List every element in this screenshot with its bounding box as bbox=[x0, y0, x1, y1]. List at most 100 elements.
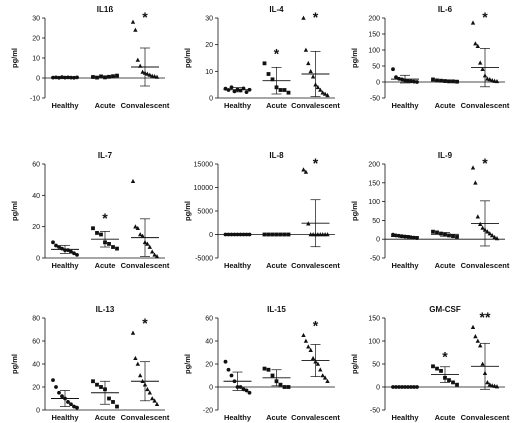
panel-il-6: IL-6 -50 0 50 100 150 200 pg/ml Healthy Acute Conv… bbox=[350, 5, 510, 110]
data-point bbox=[145, 386, 150, 392]
data-point bbox=[111, 400, 115, 404]
data-point bbox=[303, 338, 309, 343]
y-tick-label: 60 bbox=[32, 162, 40, 169]
data-point bbox=[303, 169, 309, 174]
data-point bbox=[247, 390, 252, 395]
x-tick-label-convalescent: Convalescent bbox=[121, 261, 170, 270]
data-point bbox=[147, 72, 152, 77]
chart-title: IL-6 bbox=[438, 5, 453, 14]
x-tick-label-acute: Acute bbox=[435, 413, 456, 422]
y-axis-label: pg/ml bbox=[183, 201, 192, 221]
data-point bbox=[475, 43, 480, 48]
data-point bbox=[286, 385, 291, 389]
data-point bbox=[439, 231, 443, 236]
y-tick-label: 60 bbox=[32, 339, 40, 346]
data-point bbox=[95, 382, 99, 387]
y-tick-label: 0 bbox=[36, 408, 40, 415]
x-tick-label-healthy: Healthy bbox=[51, 101, 79, 110]
data-point bbox=[133, 355, 138, 361]
data-point bbox=[447, 378, 451, 382]
series-convalescent bbox=[301, 332, 330, 384]
series-acute bbox=[91, 226, 119, 251]
series-convalescent bbox=[301, 167, 330, 248]
data-point bbox=[490, 233, 495, 238]
data-point bbox=[470, 20, 476, 25]
data-point bbox=[470, 324, 476, 329]
data-point bbox=[60, 394, 64, 399]
series-acute bbox=[91, 73, 119, 80]
data-point bbox=[140, 233, 145, 238]
data-point bbox=[470, 165, 476, 170]
y-tick-label: 10 bbox=[205, 69, 213, 76]
data-point bbox=[91, 226, 95, 231]
y-tick-label: -50 bbox=[370, 256, 380, 263]
data-point bbox=[223, 359, 228, 364]
y-tick-label: -20 bbox=[203, 408, 213, 415]
series-healthy bbox=[51, 378, 79, 410]
x-tick-label-acute: Acute bbox=[95, 261, 116, 270]
data-point bbox=[135, 57, 140, 62]
x-tick-label-acute: Acute bbox=[266, 101, 287, 110]
x-tick-label-convalescent: Convalescent bbox=[461, 413, 510, 422]
data-point bbox=[320, 373, 325, 378]
data-point bbox=[115, 73, 119, 78]
data-point bbox=[322, 91, 328, 96]
y-axis-label: pg/ml bbox=[350, 48, 359, 68]
data-point bbox=[75, 405, 79, 410]
data-point bbox=[447, 233, 451, 238]
data-point bbox=[57, 390, 61, 395]
data-point bbox=[282, 88, 287, 92]
data-point bbox=[282, 385, 287, 389]
data-point bbox=[318, 367, 323, 372]
data-point bbox=[325, 232, 330, 237]
x-tick-label-acute: Acute bbox=[266, 413, 287, 422]
x-tick-label-convalescent: Convalescent bbox=[121, 413, 170, 422]
y-tick-label: 30 bbox=[32, 16, 40, 23]
chart-title: IL-7 bbox=[98, 151, 113, 160]
x-tick-label-acute: Acute bbox=[435, 101, 456, 110]
panel-il-4: IL-4 0 10 20 30 pg/ml Healthy Acute Convalescent… bbox=[183, 5, 340, 110]
chart-title: IL-8 bbox=[269, 151, 284, 160]
data-point bbox=[431, 77, 435, 82]
significance-marker: * bbox=[442, 348, 448, 364]
y-tick-label: 50 bbox=[372, 218, 380, 225]
data-point bbox=[95, 75, 99, 80]
y-tick-label: 0 bbox=[36, 256, 40, 263]
x-tick-label-convalescent: Convalescent bbox=[121, 101, 170, 110]
data-point bbox=[229, 85, 234, 90]
y-axis-label: pg/ml bbox=[183, 48, 192, 68]
y-tick-label: 150 bbox=[368, 180, 380, 187]
data-point bbox=[130, 178, 136, 184]
data-point bbox=[475, 214, 480, 219]
data-point bbox=[431, 364, 435, 369]
data-point bbox=[435, 366, 439, 371]
data-point bbox=[232, 89, 237, 94]
data-point bbox=[480, 361, 485, 366]
data-point bbox=[325, 92, 330, 98]
y-tick-label: 15000 bbox=[194, 162, 214, 169]
panel-il1: IL1ß -10 0 10 20 30 pg/ml Healthy Acute Convalesc… bbox=[10, 5, 170, 110]
data-point bbox=[301, 167, 306, 172]
series-convalescent bbox=[470, 20, 500, 88]
data-point bbox=[473, 334, 478, 339]
data-point bbox=[485, 380, 490, 385]
data-point bbox=[150, 396, 155, 401]
data-point bbox=[306, 60, 311, 66]
y-tick-label: -50 bbox=[370, 96, 380, 103]
y-tick-label: 30 bbox=[205, 16, 213, 23]
data-point bbox=[478, 221, 483, 226]
data-point bbox=[54, 243, 58, 248]
x-tick-label-healthy: Healthy bbox=[391, 261, 419, 270]
data-point bbox=[391, 67, 395, 72]
data-point bbox=[72, 404, 76, 409]
significance-marker: * bbox=[313, 155, 319, 171]
data-point bbox=[306, 344, 311, 349]
series-acute bbox=[262, 232, 291, 237]
data-point bbox=[478, 343, 483, 348]
y-axis-label: pg/ml bbox=[350, 201, 359, 221]
data-point bbox=[455, 382, 459, 387]
data-point bbox=[451, 79, 455, 84]
data-point bbox=[301, 15, 306, 20]
panel-il-7: IL-7 0 20 40 60 pg/ml Healthy Acute Convalescent… bbox=[10, 151, 170, 270]
y-tick-label: 40 bbox=[32, 193, 40, 200]
